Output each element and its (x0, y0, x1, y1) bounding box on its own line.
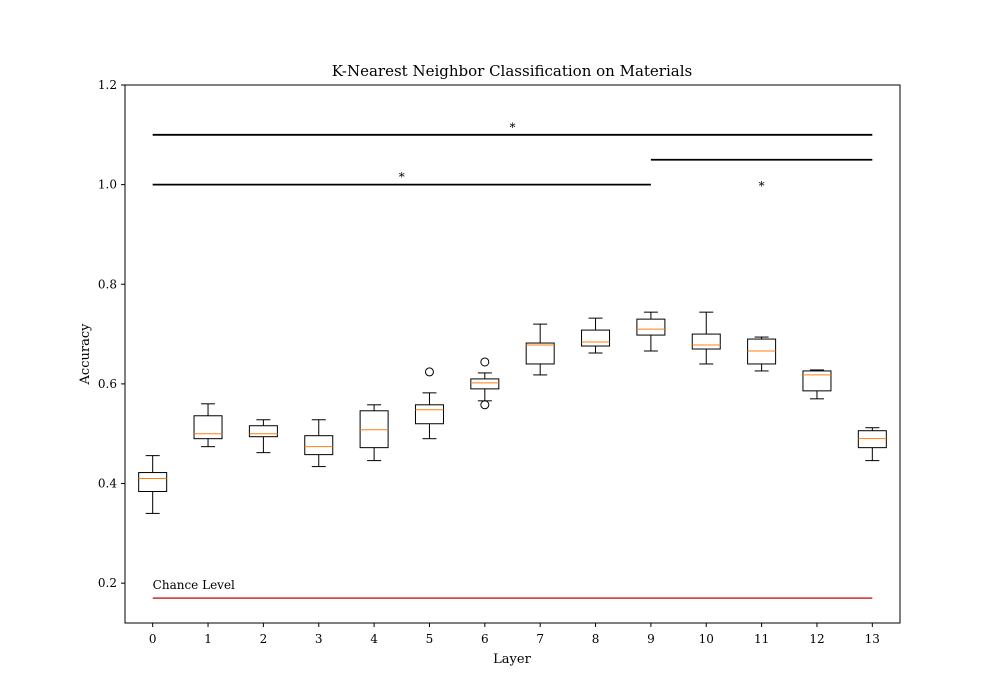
box-layer-13 (857, 427, 887, 462)
x-tick-label: 0 (149, 632, 157, 646)
box-layer-6 (470, 357, 500, 410)
iqr-box (470, 378, 500, 390)
x-tick-label: 8 (592, 632, 600, 646)
box-layer-11 (747, 336, 777, 372)
iqr-box (193, 415, 223, 440)
iqr-box (525, 342, 555, 365)
y-tick-label: 1.0 (98, 178, 117, 192)
x-tick-label: 2 (260, 632, 268, 646)
box-layer-0 (138, 455, 168, 514)
iqr-box (248, 425, 278, 438)
chance-level-label: Chance Level (153, 578, 235, 592)
y-axis-label: Accuracy (78, 323, 93, 386)
iqr-box (636, 318, 666, 336)
x-tick-label: 9 (647, 632, 655, 646)
y-tick-label: 0.8 (98, 277, 117, 291)
y-tick-label: 0.2 (98, 576, 117, 590)
box-layer-5 (414, 367, 444, 440)
box-layer-8 (581, 317, 611, 354)
x-tick-label: 12 (809, 632, 824, 646)
significance-star: * (399, 170, 405, 184)
iqr-box (691, 333, 721, 350)
box-layer-4 (359, 404, 389, 462)
x-tick-label: 7 (536, 632, 544, 646)
x-tick-label: 1 (204, 632, 212, 646)
outlier-point (480, 357, 490, 367)
axes-frame (124, 84, 901, 624)
x-tick-label: 10 (699, 632, 714, 646)
chart-title: K-Nearest Neighbor Classification on Mat… (332, 62, 692, 80)
iqr-box (304, 435, 334, 456)
x-tick-label: 13 (865, 632, 880, 646)
x-axis-label: Layer (493, 652, 531, 667)
iqr-box (581, 329, 611, 347)
x-tick-label: 11 (754, 632, 769, 646)
y-tick-label: 0.4 (98, 477, 117, 491)
significance-star: * (759, 179, 765, 193)
significance-star: * (510, 120, 516, 134)
box-layer-3 (304, 419, 334, 468)
y-axis: 0.2 0.4 0.6 0.8 1.0 1.2 (98, 78, 125, 590)
box-layer-1 (193, 403, 223, 448)
box-layer-10 (691, 311, 721, 365)
box-layer-7 (525, 323, 555, 376)
x-tick-label: 3 (315, 632, 323, 646)
outlier-point (424, 367, 434, 377)
plot-area: Chance Level * * * (138, 120, 887, 599)
iqr-box (414, 404, 444, 425)
box-layer-2 (248, 419, 278, 454)
x-tick-label: 6 (481, 632, 489, 646)
y-tick-label: 0.6 (98, 377, 117, 391)
x-axis: 0 1 2 3 4 5 6 7 8 9 10 11 12 13 (149, 623, 880, 646)
outlier-point (480, 400, 490, 410)
iqr-box (802, 370, 832, 392)
box-layer-9 (636, 311, 666, 352)
x-tick-label: 4 (370, 632, 378, 646)
iqr-box (138, 472, 168, 492)
y-tick-label: 1.2 (98, 78, 117, 92)
box-layer-12 (802, 369, 832, 400)
x-tick-label: 5 (426, 632, 434, 646)
